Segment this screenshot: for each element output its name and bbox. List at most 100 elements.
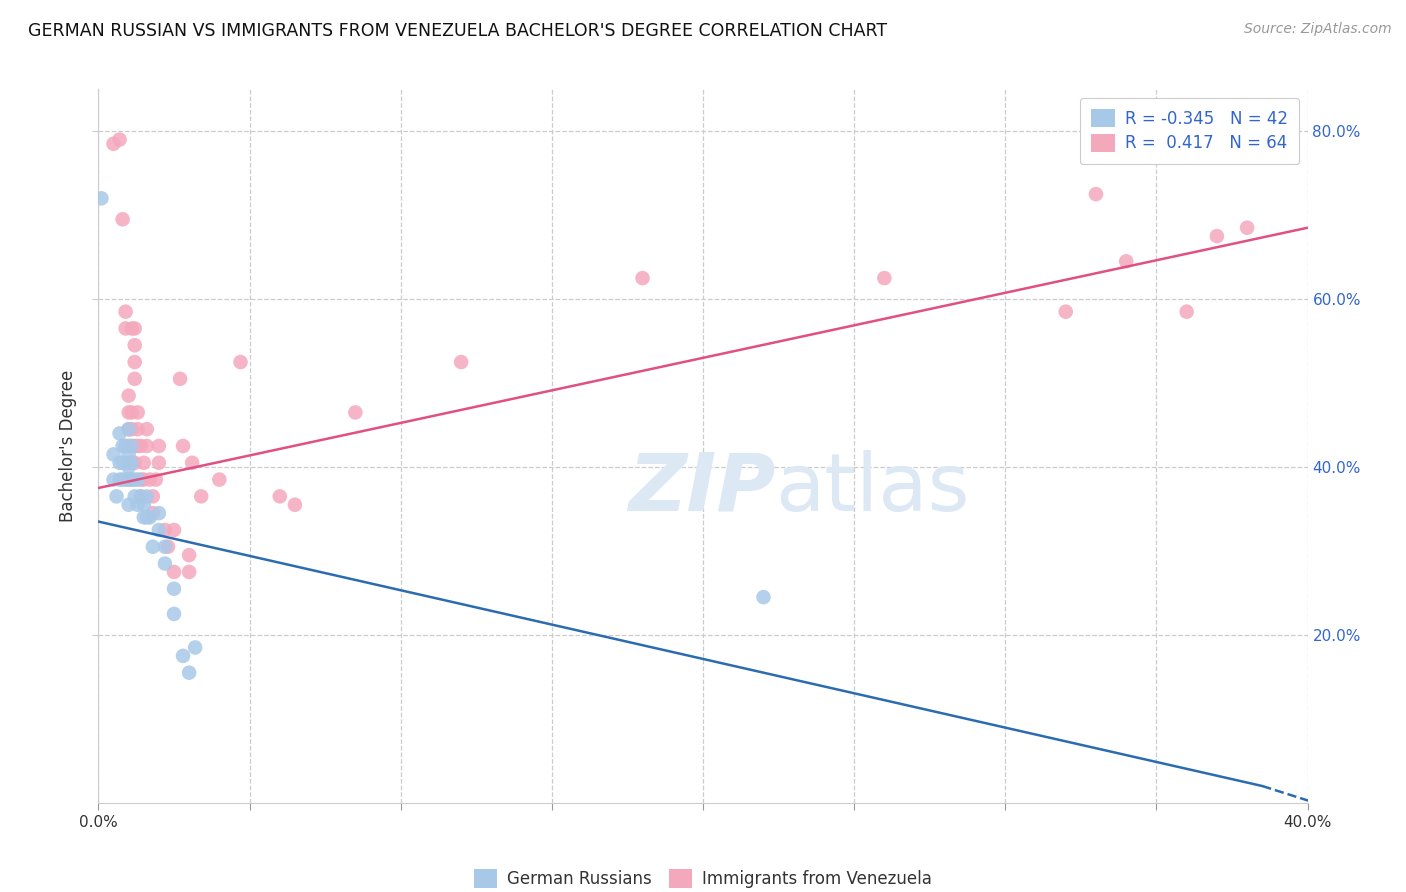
Point [132, 510, 155, 524]
Point [269, 489, 291, 503]
Point [118, 422, 141, 436]
Point [169, 372, 191, 386]
Point [118, 447, 141, 461]
Point [108, 456, 131, 470]
Point [121, 405, 143, 419]
Point [142, 540, 165, 554]
Point [752, 590, 775, 604]
Point [108, 132, 131, 146]
Point [121, 422, 143, 436]
Point [118, 473, 141, 487]
Point [124, 355, 146, 369]
Point [1236, 220, 1258, 235]
Point [114, 439, 136, 453]
Point [142, 506, 165, 520]
Point [450, 355, 472, 369]
Point [124, 473, 146, 487]
Point [184, 640, 207, 655]
Point [114, 456, 136, 470]
Point [127, 498, 149, 512]
Point [163, 582, 186, 596]
Y-axis label: Bachelor's Degree: Bachelor's Degree [59, 370, 77, 522]
Point [132, 498, 155, 512]
Point [127, 405, 149, 419]
Point [1085, 187, 1108, 202]
Point [108, 473, 131, 487]
Point [129, 473, 152, 487]
Point [118, 439, 141, 453]
Point [135, 489, 157, 503]
Point [179, 565, 201, 579]
Point [284, 498, 307, 512]
Point [90, 191, 112, 205]
Point [132, 473, 155, 487]
Point [111, 456, 134, 470]
Point [124, 321, 146, 335]
Point [118, 389, 141, 403]
Point [127, 473, 149, 487]
Point [118, 473, 141, 487]
Point [127, 439, 149, 453]
Point [124, 456, 146, 470]
Point [129, 489, 152, 503]
Point [124, 439, 146, 453]
Point [132, 456, 155, 470]
Point [190, 489, 212, 503]
Point [121, 456, 143, 470]
Point [103, 136, 125, 151]
Point [179, 665, 201, 680]
Point [129, 439, 152, 453]
Point [124, 489, 146, 503]
Point [114, 304, 136, 318]
Point [631, 271, 654, 285]
Point [145, 473, 167, 487]
Point [344, 405, 367, 419]
Point [153, 523, 176, 537]
Point [142, 489, 165, 503]
Point [127, 422, 149, 436]
Point [163, 565, 186, 579]
Point [118, 456, 141, 470]
Point [172, 439, 194, 453]
Point [121, 439, 143, 453]
Point [873, 271, 896, 285]
Point [139, 473, 162, 487]
Point [105, 489, 128, 503]
Point [181, 456, 204, 470]
Text: atlas: atlas [776, 450, 970, 528]
Point [124, 372, 146, 386]
Point [208, 473, 231, 487]
Point [163, 607, 186, 621]
Point [135, 439, 157, 453]
Point [229, 355, 252, 369]
Point [114, 321, 136, 335]
Point [124, 338, 146, 352]
Point [121, 473, 143, 487]
Point [163, 523, 186, 537]
Point [118, 460, 141, 475]
Point [148, 523, 170, 537]
Point [114, 473, 136, 487]
Point [118, 422, 141, 436]
Point [103, 473, 125, 487]
Point [153, 557, 176, 571]
Point [179, 548, 201, 562]
Point [135, 510, 157, 524]
Point [156, 540, 179, 554]
Point [108, 426, 131, 441]
Text: Source: ZipAtlas.com: Source: ZipAtlas.com [1244, 22, 1392, 37]
Point [111, 473, 134, 487]
Point [1115, 254, 1137, 268]
Text: ZIP: ZIP [628, 450, 776, 528]
Text: GERMAN RUSSIAN VS IMMIGRANTS FROM VENEZUELA BACHELOR'S DEGREE CORRELATION CHART: GERMAN RUSSIAN VS IMMIGRANTS FROM VENEZU… [28, 22, 887, 40]
Point [103, 447, 125, 461]
Point [139, 510, 162, 524]
Point [153, 540, 176, 554]
Point [121, 473, 143, 487]
Point [118, 498, 141, 512]
Point [1054, 304, 1077, 318]
Point [1175, 304, 1198, 318]
Point [135, 422, 157, 436]
Point [148, 439, 170, 453]
Point [148, 456, 170, 470]
